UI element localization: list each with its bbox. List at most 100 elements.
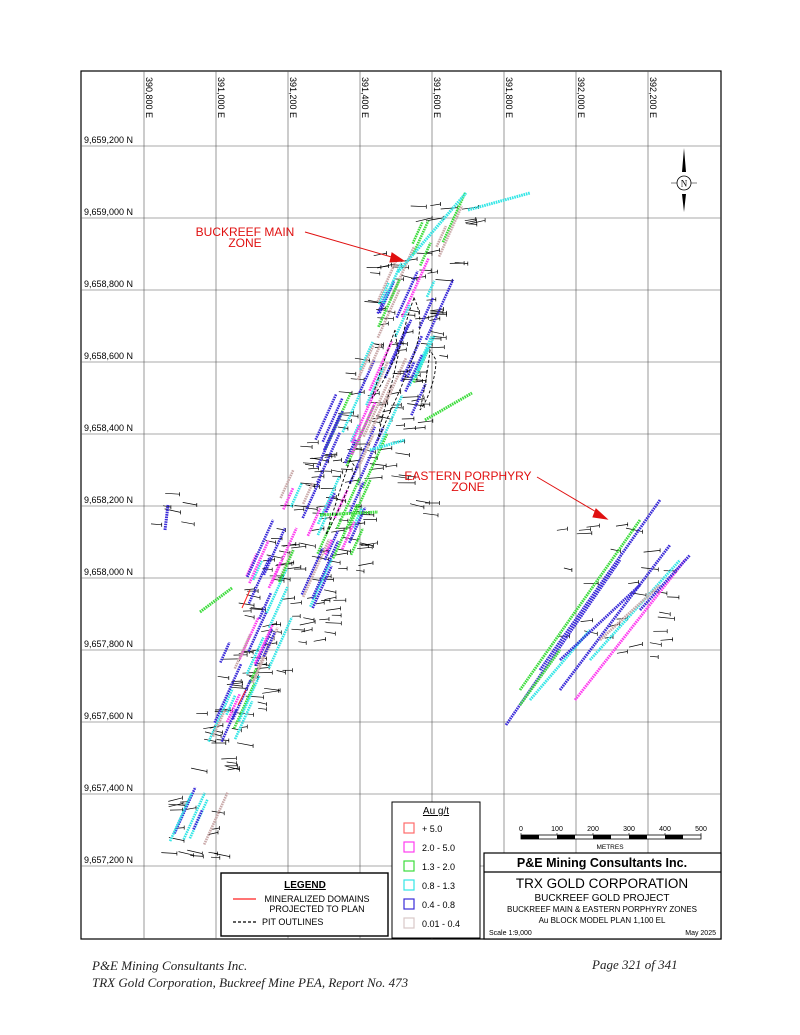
block-string bbox=[316, 516, 328, 536]
drill-hole bbox=[465, 223, 477, 225]
drill-hole bbox=[250, 607, 263, 610]
drill-hole bbox=[357, 546, 373, 550]
block-string bbox=[377, 279, 401, 328]
drill-hole bbox=[410, 276, 426, 279]
drill-hole bbox=[641, 567, 659, 570]
drill-hole bbox=[342, 537, 358, 541]
block-string bbox=[638, 554, 692, 611]
easting-label: 391,200 E bbox=[288, 77, 298, 118]
block-string bbox=[350, 389, 377, 444]
zone-label-buckreef-main: BUCKREEF MAIN bbox=[196, 225, 295, 239]
block-string bbox=[396, 192, 468, 273]
company-name: TRX GOLD CORPORATION bbox=[516, 876, 688, 891]
drill-hole bbox=[182, 502, 197, 506]
block-string bbox=[321, 397, 344, 443]
drill-hole bbox=[468, 219, 486, 225]
drill-hole bbox=[628, 581, 639, 585]
block-string bbox=[302, 538, 331, 598]
drill-hole bbox=[649, 642, 662, 646]
drill-hole bbox=[304, 463, 314, 467]
drill-hole bbox=[276, 670, 286, 673]
block-string bbox=[538, 499, 662, 671]
drill-hole bbox=[391, 406, 404, 409]
block-string bbox=[348, 506, 367, 544]
drill-hole bbox=[165, 492, 180, 495]
drill-hole bbox=[225, 765, 240, 770]
drill-hole bbox=[338, 519, 348, 522]
zone-label-eastern-porphyry: EASTERN PORPHYRY bbox=[404, 469, 531, 483]
drill-hole bbox=[168, 803, 184, 808]
drill-hole bbox=[286, 566, 301, 570]
drill-hole bbox=[427, 346, 445, 349]
au-legend-swatch bbox=[403, 879, 415, 891]
drill-hole bbox=[319, 618, 330, 621]
block-string bbox=[355, 426, 376, 468]
block-string bbox=[345, 405, 375, 467]
drill-hole bbox=[308, 467, 319, 470]
easting-label: 392,200 E bbox=[648, 77, 658, 118]
drill-hole bbox=[273, 579, 285, 582]
block-string bbox=[319, 510, 379, 517]
arrowhead bbox=[592, 508, 609, 520]
block-string bbox=[248, 540, 270, 584]
drill-hole bbox=[667, 596, 679, 598]
drill-hole bbox=[380, 308, 395, 314]
au-grade-legend: Au g/t + 5.0 2.0 - 5.0 1.3 - 2.0 0.8 - 1.3 0… bbox=[391, 801, 481, 939]
drill-hole bbox=[262, 690, 279, 694]
pit-outline bbox=[377, 296, 421, 441]
block-string bbox=[245, 637, 265, 675]
block-string bbox=[435, 225, 448, 248]
block-string bbox=[289, 482, 303, 508]
block-string bbox=[311, 540, 340, 600]
block-string bbox=[418, 297, 435, 329]
mineralized-domains bbox=[237, 589, 251, 706]
block-string bbox=[437, 205, 464, 258]
drill-hole bbox=[293, 508, 304, 511]
block-string bbox=[246, 519, 275, 578]
drill-hole bbox=[178, 851, 194, 856]
drill-hole bbox=[377, 317, 394, 320]
drill-hole bbox=[430, 310, 444, 313]
drill-hole bbox=[262, 568, 273, 571]
au-legend-swatch bbox=[403, 917, 415, 929]
drill-hole bbox=[244, 588, 255, 591]
drill-hole bbox=[324, 631, 336, 634]
block-string bbox=[341, 521, 356, 550]
drill-hole bbox=[649, 655, 659, 658]
block-string bbox=[369, 438, 406, 452]
drill-hole bbox=[415, 500, 430, 504]
block-string bbox=[207, 688, 234, 743]
legend-mineralized-label: MINERALIZED DOMAINS bbox=[264, 894, 369, 904]
drill-hole bbox=[281, 597, 295, 600]
easting-label: 391,000 E bbox=[216, 77, 226, 118]
title-block: P&E Mining Consultants Inc. TRX GOLD COR… bbox=[483, 852, 722, 940]
au-legend-swatch bbox=[403, 860, 415, 872]
plan-name: Au BLOCK MODEL PLAN 1,100 EL bbox=[539, 916, 666, 925]
drill-hole bbox=[227, 767, 240, 771]
drill-hole bbox=[298, 641, 307, 644]
drill-hole bbox=[208, 851, 218, 854]
drill-hole bbox=[257, 701, 267, 705]
block-string bbox=[369, 383, 394, 434]
drill-hole bbox=[231, 684, 243, 687]
scale-bar: 0 100 200 300 400 500 METRES bbox=[519, 826, 707, 851]
drill-hole bbox=[431, 313, 447, 316]
drill-hole bbox=[337, 426, 348, 429]
drill-hole bbox=[221, 757, 237, 760]
date-text: May 2025 bbox=[685, 930, 716, 937]
map-legend: LEGEND MINERALIZED DOMAINS PROJECTED TO … bbox=[220, 872, 389, 937]
block-string bbox=[282, 487, 295, 510]
drill-hole bbox=[211, 827, 220, 830]
block-string bbox=[441, 192, 467, 243]
block-string bbox=[258, 591, 273, 620]
block-string bbox=[356, 426, 385, 486]
block-string bbox=[323, 530, 340, 561]
arrow-eastern-porphyry bbox=[536, 476, 599, 514]
map-frame bbox=[80, 70, 722, 940]
block-string bbox=[376, 289, 401, 339]
au-legend-swatch bbox=[403, 822, 415, 834]
block-string bbox=[389, 323, 410, 365]
zone-label-eastern-porphyry: ZONE bbox=[451, 480, 484, 494]
block-string bbox=[262, 527, 287, 576]
block-string bbox=[376, 260, 398, 303]
